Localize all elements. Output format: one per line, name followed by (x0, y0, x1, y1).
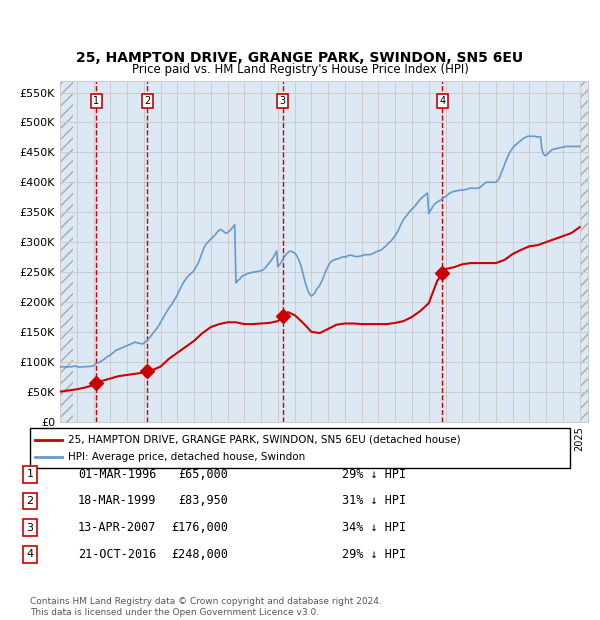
Text: £176,000: £176,000 (171, 521, 228, 534)
Text: £65,000: £65,000 (178, 468, 228, 481)
Text: 01-MAR-1996: 01-MAR-1996 (78, 468, 157, 481)
Bar (97, 81, 148, 422)
Text: 4: 4 (439, 96, 445, 106)
Text: 31% ↓ HPI: 31% ↓ HPI (342, 495, 406, 507)
Text: 2: 2 (144, 96, 151, 106)
Text: 29% ↓ HPI: 29% ↓ HPI (342, 548, 406, 560)
Text: 2: 2 (26, 496, 34, 506)
Text: 25, HAMPTON DRIVE, GRANGE PARK, SWINDON, SN5 6EU (detached house): 25, HAMPTON DRIVE, GRANGE PARK, SWINDON,… (68, 435, 460, 445)
Text: 1: 1 (26, 469, 34, 479)
Text: Price paid vs. HM Land Registry's House Price Index (HPI): Price paid vs. HM Land Registry's House … (131, 63, 469, 76)
Text: 18-MAR-1999: 18-MAR-1999 (78, 495, 157, 507)
Text: 3: 3 (26, 523, 34, 533)
Text: 21-OCT-2016: 21-OCT-2016 (78, 548, 157, 560)
FancyBboxPatch shape (30, 428, 570, 468)
Text: 25, HAMPTON DRIVE, GRANGE PARK, SWINDON, SN5 6EU: 25, HAMPTON DRIVE, GRANGE PARK, SWINDON,… (76, 51, 524, 65)
Text: 13-APR-2007: 13-APR-2007 (78, 521, 157, 534)
Text: £248,000: £248,000 (171, 548, 228, 560)
Text: 1: 1 (94, 96, 100, 106)
Bar (283, 81, 442, 422)
Text: 34% ↓ HPI: 34% ↓ HPI (342, 521, 406, 534)
Text: £83,950: £83,950 (178, 495, 228, 507)
Text: 29% ↓ HPI: 29% ↓ HPI (342, 468, 406, 481)
Text: 3: 3 (280, 96, 286, 106)
Text: 4: 4 (26, 549, 34, 559)
Text: HPI: Average price, detached house, Swindon: HPI: Average price, detached house, Swin… (68, 452, 305, 462)
Text: Contains HM Land Registry data © Crown copyright and database right 2024.
This d: Contains HM Land Registry data © Crown c… (30, 598, 382, 617)
